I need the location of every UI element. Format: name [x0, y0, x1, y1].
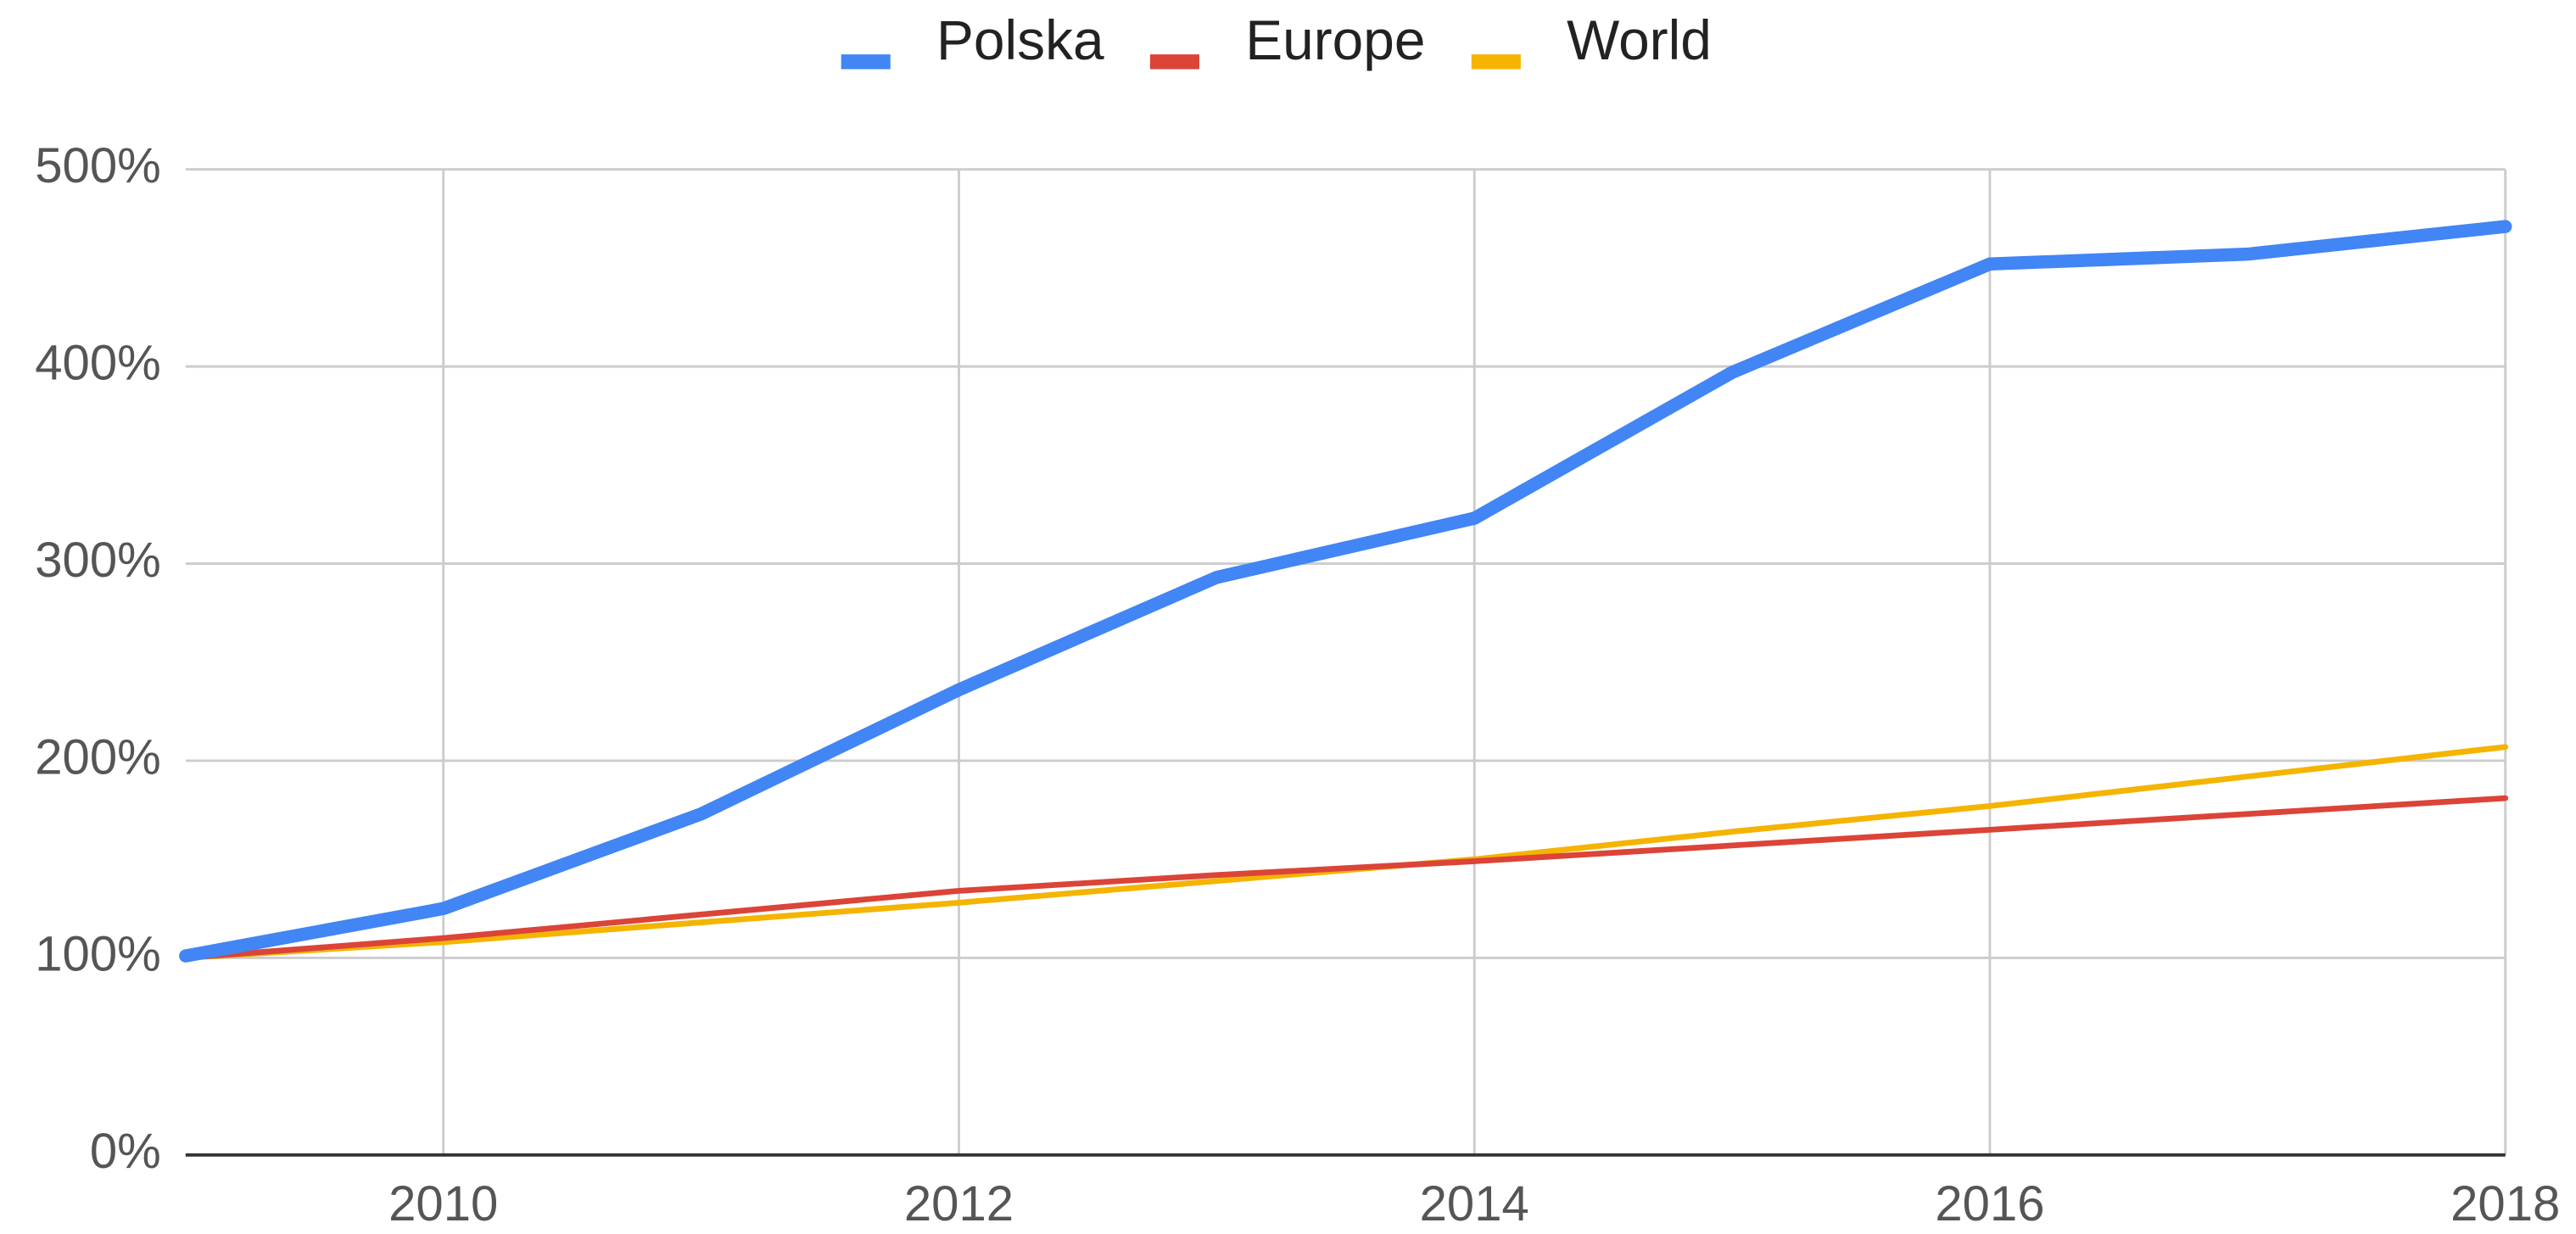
y-tick-label: 300%: [35, 533, 161, 588]
series-line: [182, 795, 2509, 961]
legend-label: World: [1567, 8, 1712, 71]
y-tick-label: 100%: [35, 927, 161, 982]
series-line: [179, 220, 2512, 963]
y-tick-label: 500%: [35, 138, 161, 193]
y-tick-label: 400%: [35, 335, 161, 390]
y-tick-label: 200%: [35, 729, 161, 785]
legend-label: Europe: [1245, 8, 1425, 71]
legend-swatch: [841, 54, 891, 70]
x-tick-label: 2012: [904, 1176, 1014, 1231]
x-tick-label: 2018: [2450, 1176, 2560, 1231]
legend-swatch: [1149, 54, 1199, 70]
x-tick-label: 2016: [1935, 1176, 2044, 1231]
legend-label: Polska: [936, 8, 1104, 71]
y-tick-label: 0%: [90, 1124, 161, 1179]
legend: Polska Europe World: [841, 8, 1712, 71]
series-line: [182, 744, 2509, 961]
x-tick-label: 2010: [388, 1176, 498, 1231]
x-tick-label: 2014: [1420, 1176, 1529, 1231]
legend-swatch: [1471, 54, 1521, 70]
